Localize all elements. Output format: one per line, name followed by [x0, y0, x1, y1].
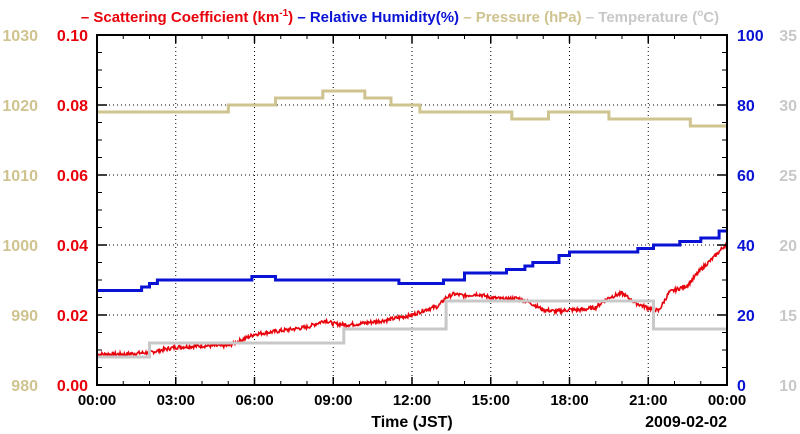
humidity-tick-label: 0	[737, 378, 746, 395]
series-pressure	[97, 89, 727, 128]
temperature-tick-label: 35	[779, 28, 797, 45]
pressure-tick-label: 980	[11, 378, 38, 395]
grid	[97, 35, 727, 385]
pressure-tick-label: 1000	[2, 238, 38, 255]
x-tick-label: 18:00	[550, 392, 588, 409]
x-tick-label: 12:00	[393, 392, 431, 409]
temperature-tick-label: 25	[779, 168, 797, 185]
series-relative-humidity	[97, 229, 727, 292]
humidity-tick-label: 60	[737, 168, 755, 185]
temperature-tick-label: 10	[779, 378, 797, 395]
date-label: 2009-02-02	[645, 414, 727, 431]
legend-superscript: -1	[279, 8, 288, 19]
humidity-tick-label: 80	[737, 98, 755, 115]
temperature-tick-label: 15	[779, 308, 797, 325]
legend-entry: – Pressure (hPa)	[459, 9, 582, 26]
legend-entry: – Relative Humidity(%)	[293, 9, 459, 26]
x-axis-label: Time (JST)	[371, 414, 453, 431]
pressure-tick-label: 1030	[2, 28, 38, 45]
series-scattering-coefficient	[96, 241, 728, 359]
scattering-tick-label: 0.06	[57, 168, 88, 185]
temperature-tick-label: 20	[779, 238, 797, 255]
pressure-tick-label: 990	[11, 308, 38, 325]
x-tick-label: 09:00	[314, 392, 352, 409]
pressure-tick-label: 1010	[2, 168, 38, 185]
humidity-tick-label: 100	[737, 28, 764, 45]
chart-legend-title: – Scattering Coefficient (km-1) – Relati…	[81, 8, 719, 26]
legend-line: – Scattering Coefficient (km-1) – Relati…	[81, 8, 719, 26]
pressure-tick-label: 1020	[2, 98, 38, 115]
x-tick-label: 00:00	[708, 392, 746, 409]
scattering-tick-label: 0.02	[57, 308, 88, 325]
legend-entry: – Scattering Coefficient (km	[81, 9, 279, 26]
x-tick-label: 03:00	[157, 392, 195, 409]
scattering-tick-label: 0.04	[57, 238, 88, 255]
x-tick-label: 00:00	[78, 392, 116, 409]
y-axes: 98099010001010102010300.000.020.040.060.…	[2, 28, 797, 395]
scattering-tick-label: 0.10	[57, 28, 88, 45]
legend-entry: – Temperature (	[582, 9, 698, 26]
scattering-tick-label: 0.00	[57, 378, 88, 395]
x-tick-label: 21:00	[629, 392, 667, 409]
humidity-tick-label: 40	[737, 238, 755, 255]
legend-entry-tail: )	[288, 9, 293, 26]
x-tick-label: 15:00	[472, 392, 510, 409]
legend-entry-tail: C)	[703, 9, 719, 26]
temperature-tick-label: 30	[779, 98, 797, 115]
legend-superscript: o	[697, 8, 703, 19]
x-tick-label: 06:00	[235, 392, 273, 409]
scattering-tick-label: 0.08	[57, 98, 88, 115]
humidity-tick-label: 20	[737, 308, 755, 325]
series-layer	[96, 89, 728, 359]
x-axis: 00:00 03:00 06:00 09:00 12:00 15:00 18:00 21:00…	[78, 35, 746, 409]
series-temperature	[97, 299, 727, 359]
